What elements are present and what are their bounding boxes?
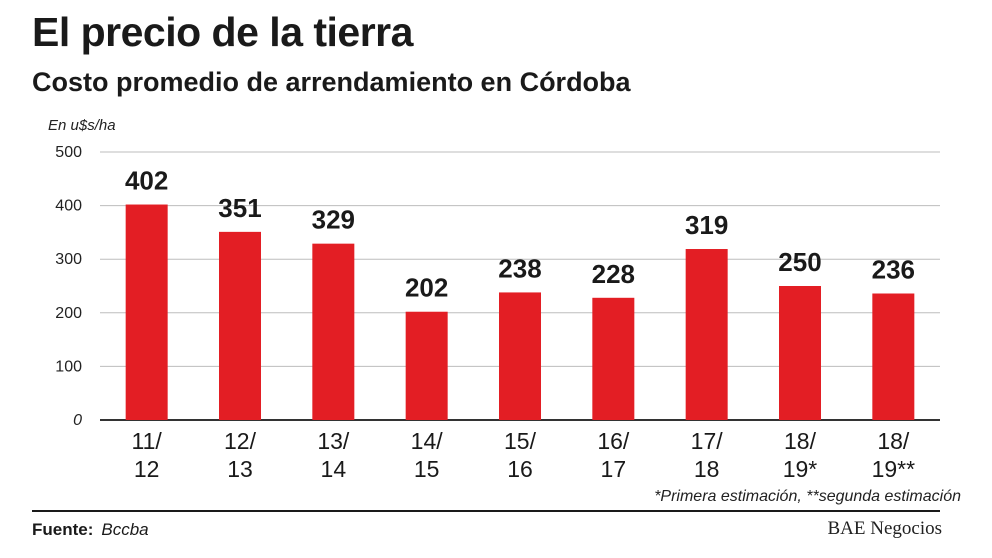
x-tick-label: 15/16	[504, 428, 537, 482]
bar	[685, 249, 728, 420]
bars: 402 351 329 202 238 228 319 250 236	[125, 166, 915, 420]
bar	[405, 311, 448, 420]
chart-title: El precio de la tierra	[32, 9, 413, 55]
bar	[779, 286, 821, 420]
bar-value-label: 319	[685, 210, 728, 240]
bar	[312, 243, 355, 420]
brand-logo: BAE Negocios	[827, 518, 942, 539]
x-tick-label: 14/15	[411, 428, 444, 482]
y-tick-label: 0	[73, 412, 82, 429]
source-value: Bccba	[101, 520, 149, 539]
bar	[872, 293, 915, 420]
y-tick-label: 100	[55, 358, 82, 375]
bar-value-label: 236	[872, 255, 915, 285]
source-label: Fuente:	[32, 520, 94, 539]
x-tick-label: 13/14	[317, 428, 350, 482]
bar-value-label: 329	[312, 205, 355, 235]
x-tick-label: 17/18	[691, 428, 724, 482]
y-axis-unit-label: En u$s/ha	[48, 117, 116, 134]
y-tick-label: 400	[55, 198, 82, 215]
bar-value-label: 351	[218, 193, 261, 223]
x-tick-label: 12/13	[224, 428, 257, 482]
x-tick-label: 18/19**	[872, 428, 916, 482]
bar-value-label: 402	[125, 166, 168, 196]
source-line: Fuente: Bccba	[32, 520, 149, 540]
x-axis-ticks: 11/12 12/13 13/14 14/15 15/16 16/17 17/18 18/19…	[132, 428, 916, 482]
chart-subtitle: Costo promedio de arrendamiento en Córdo…	[32, 67, 631, 97]
bar-value-label: 228	[592, 259, 635, 289]
y-tick-label: 200	[55, 305, 82, 322]
footer-divider	[32, 510, 940, 512]
x-tick-label: 18/19*	[783, 428, 818, 482]
y-tick-label: 500	[55, 144, 82, 161]
bar-value-label: 250	[778, 247, 821, 277]
estimation-note: *Primera estimación, **segunda estimació…	[654, 488, 961, 505]
x-tick-label: 16/17	[597, 428, 630, 482]
bar-value-label: 238	[498, 253, 541, 283]
x-tick-label: 11/12	[132, 428, 163, 482]
bar	[219, 231, 261, 420]
y-tick-label: 300	[55, 251, 82, 268]
bar	[592, 297, 635, 420]
bar	[125, 204, 168, 420]
bar-value-label: 202	[405, 273, 448, 303]
y-axis-ticks: 0 100 200 300 400 500	[55, 144, 82, 429]
bar	[499, 292, 541, 420]
